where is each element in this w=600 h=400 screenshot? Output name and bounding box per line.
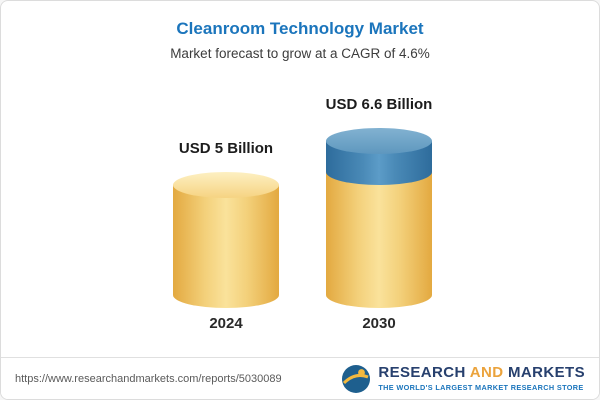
logo-word-markets: MARKETS <box>508 364 585 382</box>
cylinder-cap-2024 <box>173 171 279 198</box>
category-label-2030: 2030 <box>362 315 396 332</box>
category-label-2024: 2024 <box>209 315 243 332</box>
logo-text: RESEARCH AND MARKETS THE WORLD'S LARGEST… <box>378 364 585 392</box>
footer: https://www.researchandmarkets.com/repor… <box>1 357 599 399</box>
chart-title: Cleanroom Technology Market <box>176 19 424 38</box>
logo-word-research: RESEARCH <box>378 364 466 382</box>
bar-value-label-2030: USD 6.6 Billion <box>325 96 433 113</box>
cylinder-cap-2030 <box>326 128 432 154</box>
bar-group-2030: USD 6.6 Billion 2030 <box>325 1 433 399</box>
logo-tagline: THE WORLD'S LARGEST MARKET RESEARCH STOR… <box>378 382 584 392</box>
bar-value-label-2024: USD 5 Billion <box>178 139 274 157</box>
logo-word-and: AND <box>469 364 504 382</box>
cylinder-2024 <box>173 171 279 308</box>
report-url-link[interactable]: https://www.researchandmarkets.com/repor… <box>15 372 282 385</box>
cylinder-body-2024 <box>173 184 279 308</box>
globe-icon <box>341 364 371 394</box>
bar-group-2024: USD 5 Billion 2024 <box>173 1 279 399</box>
logo-wordmark: RESEARCH AND MARKETS <box>378 364 585 382</box>
chart-subtitle: Market forecast to grow at a CAGR of 4.6… <box>170 46 430 61</box>
brand-logo[interactable]: RESEARCH AND MARKETS THE WORLD'S LARGEST… <box>341 364 585 394</box>
cylinder-2030 <box>326 128 432 308</box>
